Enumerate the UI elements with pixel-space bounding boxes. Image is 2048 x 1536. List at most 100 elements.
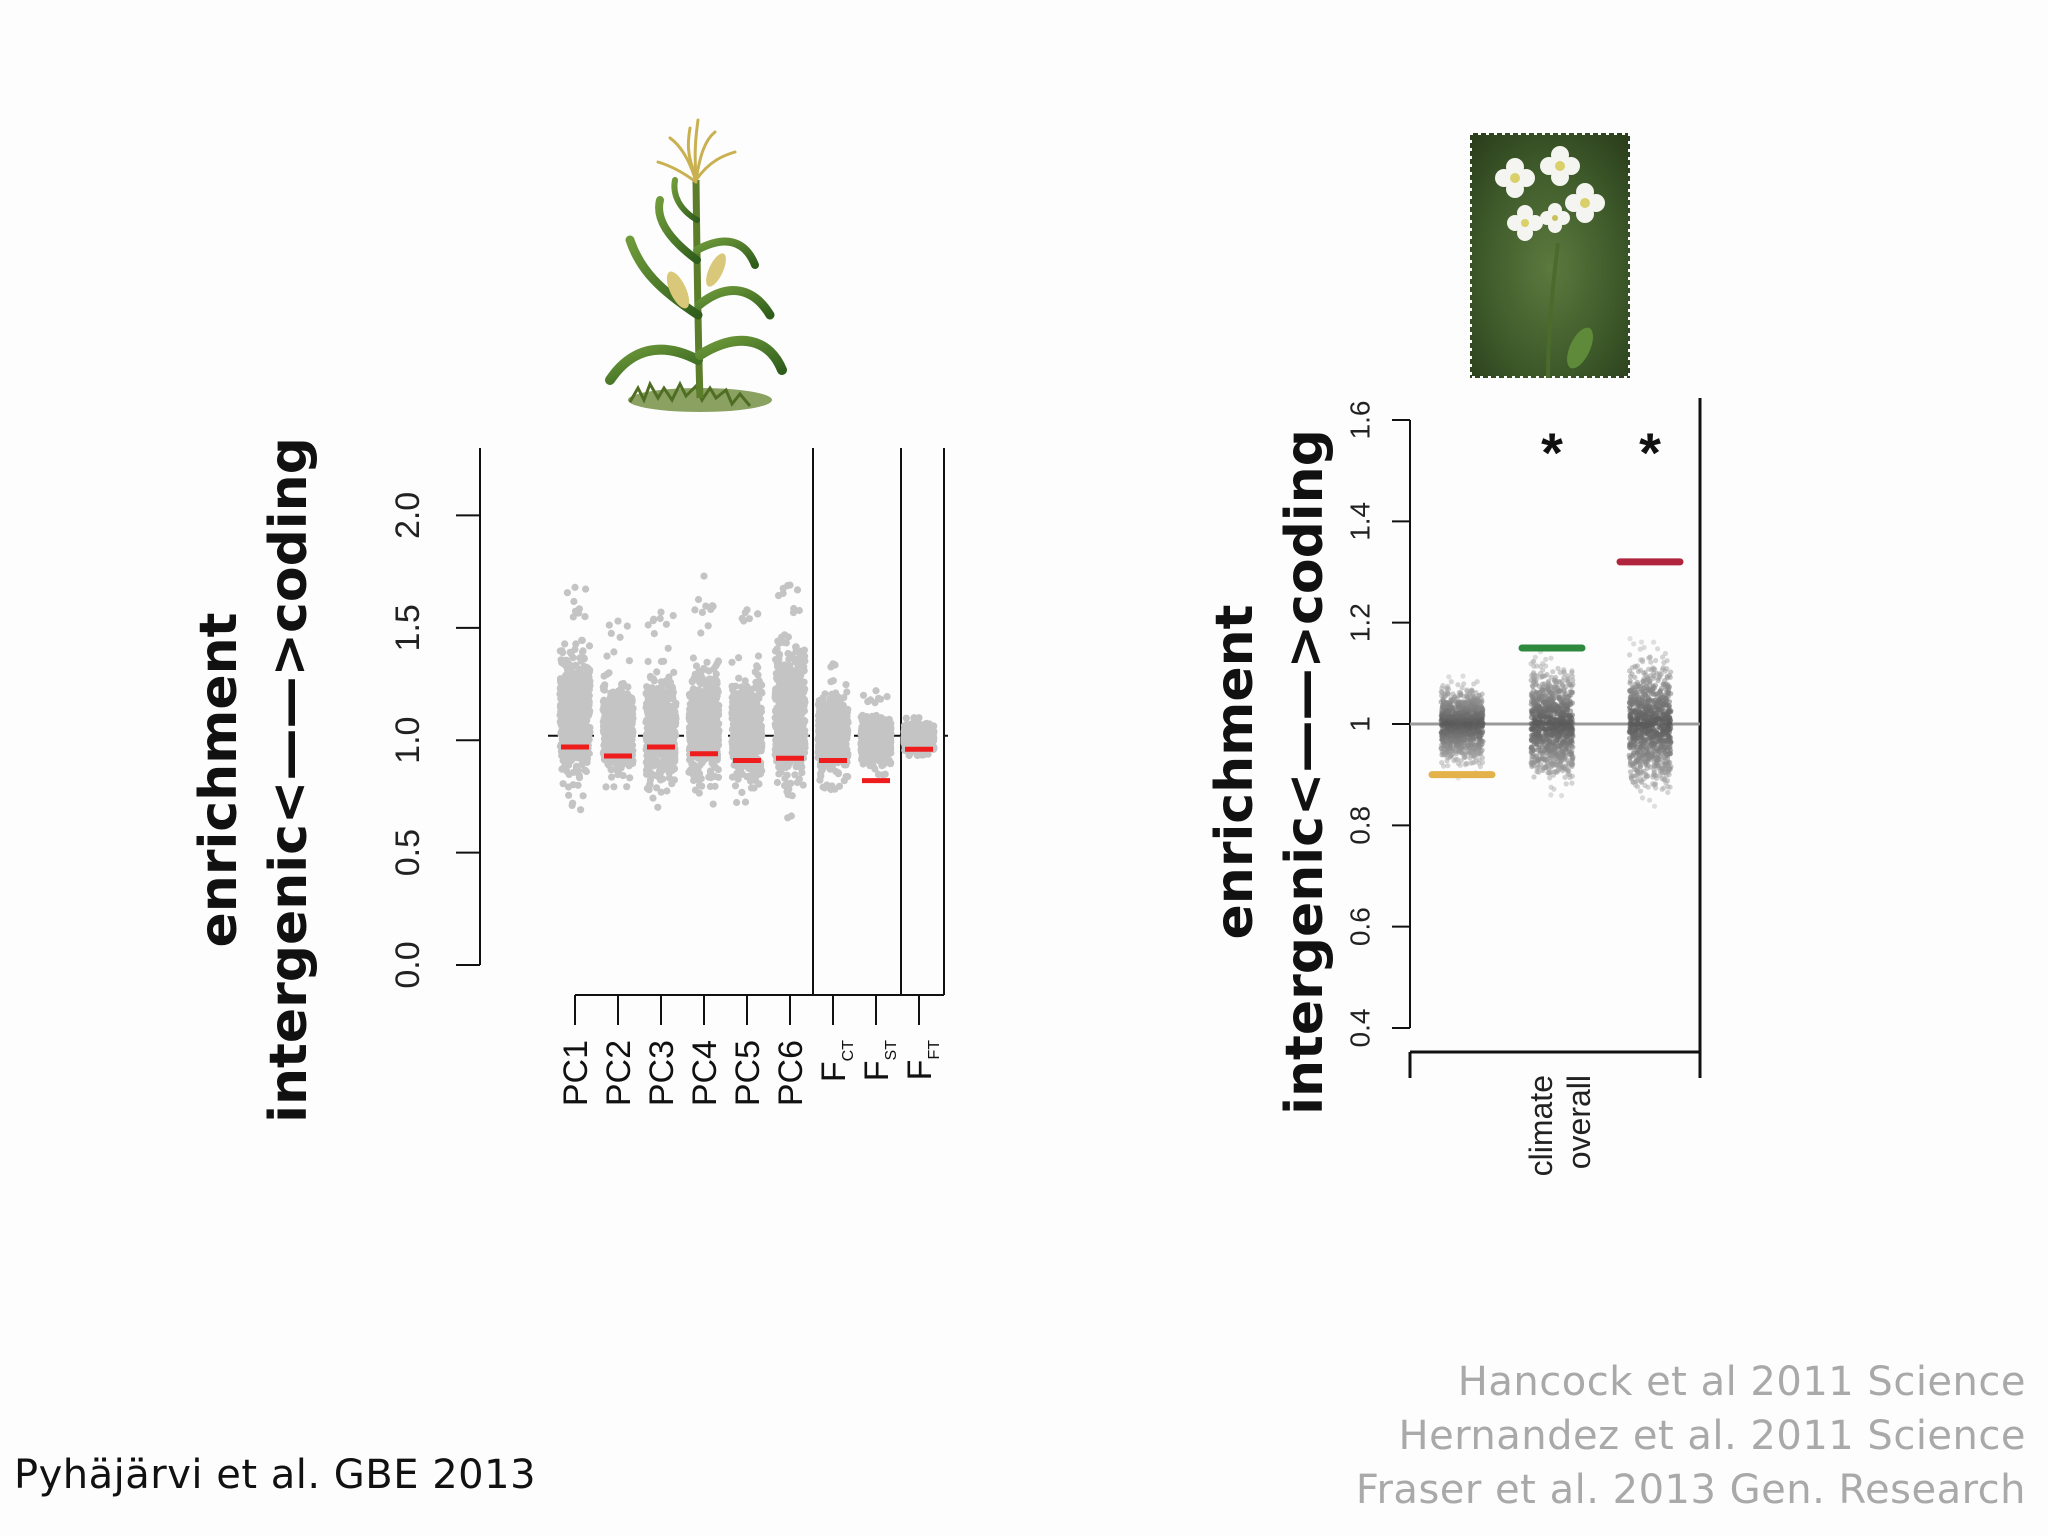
permutation-point xyxy=(668,780,676,788)
maize-plant-image xyxy=(605,118,787,412)
permutation-point xyxy=(734,704,742,712)
permutation-point xyxy=(607,716,615,725)
permutation-point xyxy=(575,676,583,684)
permutation-point xyxy=(624,683,632,691)
permutation-point xyxy=(701,665,709,673)
permutation-point xyxy=(698,782,706,790)
permutation-point xyxy=(901,727,909,735)
permutation-point xyxy=(569,719,578,727)
permutation-point xyxy=(646,776,655,784)
permutation-point xyxy=(781,774,789,783)
permutation-point xyxy=(563,678,571,687)
permutation-point xyxy=(556,701,565,709)
permutation-point xyxy=(786,704,794,712)
permutation-point xyxy=(757,729,766,737)
permutation-point xyxy=(691,606,699,614)
permutation-point xyxy=(700,572,708,580)
permutation-point xyxy=(577,806,585,814)
permutation-point xyxy=(580,749,588,757)
permutation-point xyxy=(778,683,786,691)
permutation-point xyxy=(694,595,703,604)
y-tick-label: 1.0 xyxy=(389,717,427,764)
permutation-point xyxy=(694,754,703,763)
permutation-point xyxy=(614,617,622,625)
permutation-point xyxy=(714,730,722,738)
permutation-point xyxy=(835,712,843,720)
permutation-point xyxy=(778,724,786,732)
permutation-point xyxy=(689,687,697,695)
permutation-point xyxy=(616,633,624,641)
permutation-point xyxy=(871,699,879,707)
permutation-point xyxy=(572,640,580,648)
permutation-point xyxy=(644,657,652,666)
permutation-point xyxy=(800,707,809,715)
permutation-point xyxy=(569,701,577,709)
permutation-point xyxy=(831,739,839,747)
permutation-point xyxy=(643,716,651,724)
permutation-point xyxy=(585,749,593,758)
permutation-point xyxy=(685,768,693,776)
permutation-point xyxy=(707,774,715,782)
permutation-point xyxy=(925,722,934,730)
permutation-point xyxy=(800,696,809,704)
y-tick-label: 0.0 xyxy=(389,941,427,988)
permutation-point xyxy=(643,705,652,713)
permutation-point xyxy=(578,648,587,656)
permutation-point xyxy=(692,662,701,670)
permutation-point xyxy=(753,662,761,670)
permutation-point xyxy=(840,777,848,785)
permutation-point xyxy=(791,771,799,779)
permutation-point xyxy=(559,780,567,788)
permutation-point xyxy=(706,767,715,775)
permutation-point xyxy=(695,769,703,777)
permutation-point xyxy=(648,710,656,718)
permutation-point xyxy=(603,709,611,717)
permutation-point xyxy=(618,737,627,745)
permutation-point xyxy=(780,735,788,744)
permutation-point xyxy=(665,765,673,774)
x-tick-label: FFT xyxy=(901,1040,943,1081)
permutation-point xyxy=(708,729,716,737)
permutation-point xyxy=(626,774,634,782)
permutation-point xyxy=(734,696,743,705)
permutation-point xyxy=(603,670,611,678)
permutation-point xyxy=(690,700,698,708)
permutation-point xyxy=(571,645,579,654)
permutation-point xyxy=(800,733,808,741)
permutation-point xyxy=(565,660,574,669)
permutation-point xyxy=(650,615,658,623)
x-tick-label-main: F xyxy=(901,1060,939,1081)
permutation-point xyxy=(610,783,618,791)
permutation-point xyxy=(829,660,837,668)
permutation-point xyxy=(758,681,766,689)
permutation-point xyxy=(741,798,750,806)
permutation-point xyxy=(669,612,677,620)
permutation-point xyxy=(843,708,851,717)
permutation-point xyxy=(800,667,808,675)
permutation-point xyxy=(1474,679,1480,685)
permutation-point xyxy=(872,687,880,695)
x-tick-label-main: F xyxy=(858,1060,896,1081)
permutation-point xyxy=(713,660,721,668)
permutation-point xyxy=(793,734,802,743)
permutation-point xyxy=(787,812,796,820)
permutation-point xyxy=(618,688,626,697)
permutation-point xyxy=(656,712,664,720)
permutation-point xyxy=(698,608,707,617)
permutation-point xyxy=(688,677,696,685)
x-tick-label: FCT xyxy=(815,1040,857,1082)
permutation-point xyxy=(561,640,569,648)
permutation-point xyxy=(775,746,783,754)
permutation-point xyxy=(628,741,636,750)
permutation-point xyxy=(800,749,809,757)
permutation-point xyxy=(879,725,887,734)
permutation-point xyxy=(605,621,613,629)
permutation-point xyxy=(711,742,719,750)
permutation-point xyxy=(659,775,667,783)
permutation-point xyxy=(608,773,616,781)
permutation-point xyxy=(613,691,621,699)
permutation-point xyxy=(887,738,895,746)
permutation-point xyxy=(785,655,793,664)
permutation-point xyxy=(773,778,782,787)
permutation-point xyxy=(881,747,889,756)
